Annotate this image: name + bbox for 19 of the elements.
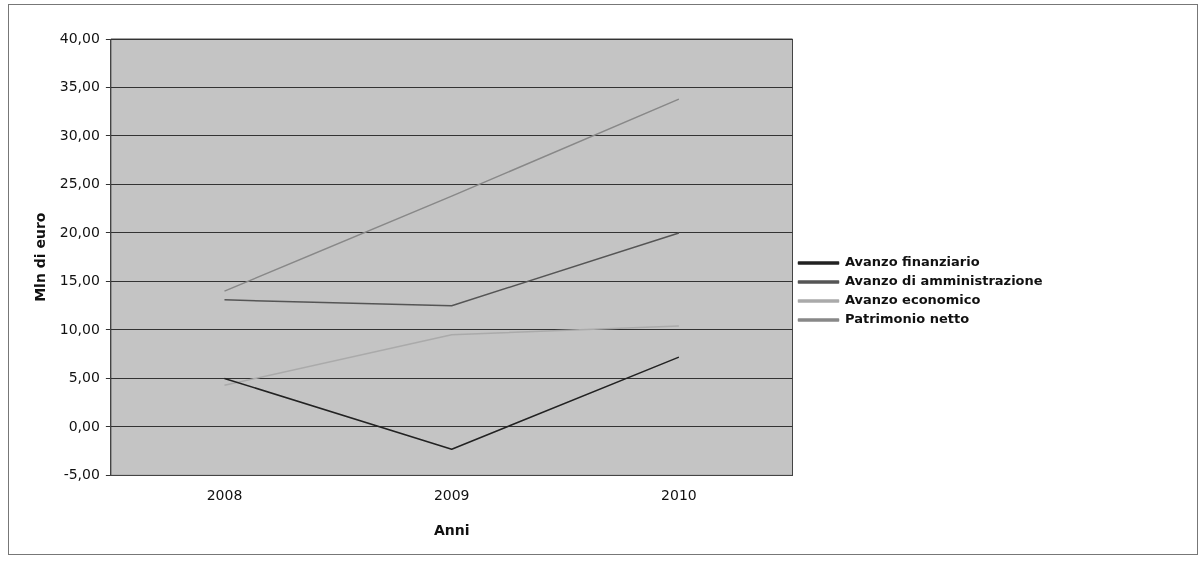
legend-label: Avanzo finanziario	[845, 254, 980, 270]
y-axis-title: Mln di euro	[32, 212, 49, 302]
x-tick-label: 2010	[661, 487, 697, 504]
x-axis-title: Anni	[433, 522, 470, 539]
y-tick-label: 5,00	[68, 369, 100, 386]
x-tick-label: 2008	[206, 487, 243, 504]
legend-label: Avanzo di amministrazione	[845, 273, 1043, 289]
y-tick-label: 20,00	[59, 223, 100, 240]
y-tick-label: 0,00	[68, 417, 100, 434]
y-tick-label: 25,00	[59, 175, 100, 192]
x-tick-label: 2009	[433, 487, 470, 504]
legend-label: Avanzo economico	[845, 292, 981, 308]
y-tick-label: 10,00	[59, 320, 100, 337]
y-tick-label: 35,00	[59, 78, 100, 95]
y-tick-label: 15,00	[59, 272, 100, 289]
y-tick-label: -5,00	[63, 466, 100, 483]
legend-label: Patrimonio netto	[845, 311, 970, 327]
y-tick-label: 40,00	[59, 29, 100, 46]
y-tick-label: 30,00	[59, 126, 100, 143]
